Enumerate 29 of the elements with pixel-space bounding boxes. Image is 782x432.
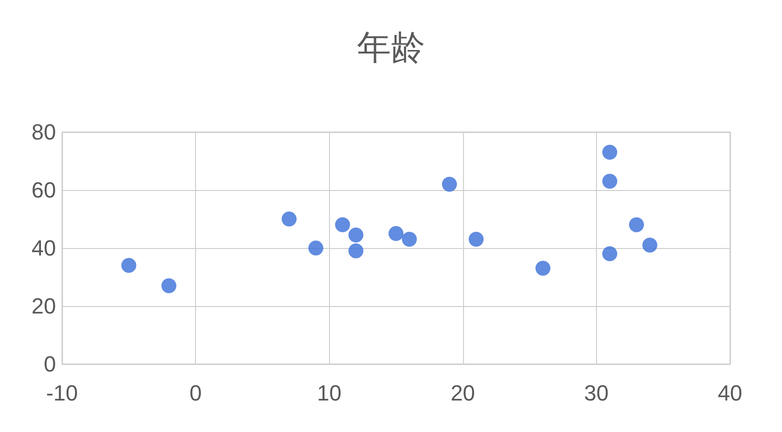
point <box>402 232 417 247</box>
point <box>602 174 618 189</box>
point <box>642 238 658 253</box>
y-tick-label: 40 <box>32 236 56 260</box>
point <box>335 217 350 232</box>
y-tick-label: 20 <box>32 294 56 318</box>
point <box>161 278 176 294</box>
point <box>282 212 297 226</box>
point <box>348 243 364 258</box>
x-tick-label: 40 <box>718 380 742 406</box>
point <box>628 217 644 232</box>
point <box>308 240 324 256</box>
y-tick-label: 80 <box>32 120 56 144</box>
point <box>121 258 136 273</box>
point <box>535 260 550 276</box>
x-tick-label: 20 <box>450 380 476 406</box>
chart-title: 年龄 <box>357 28 425 68</box>
point <box>468 232 484 247</box>
point <box>602 246 618 262</box>
y-tick-label: 60 <box>32 178 56 202</box>
point <box>348 227 364 242</box>
x-tick-label: 0 <box>189 380 202 406</box>
point <box>388 226 404 241</box>
x-tick-label: 10 <box>316 380 342 406</box>
x-tick-label: -10 <box>46 380 78 406</box>
point <box>442 176 457 192</box>
point <box>602 144 618 160</box>
x-tick-label: 30 <box>584 380 609 406</box>
y-tick-label: 0 <box>44 352 56 376</box>
